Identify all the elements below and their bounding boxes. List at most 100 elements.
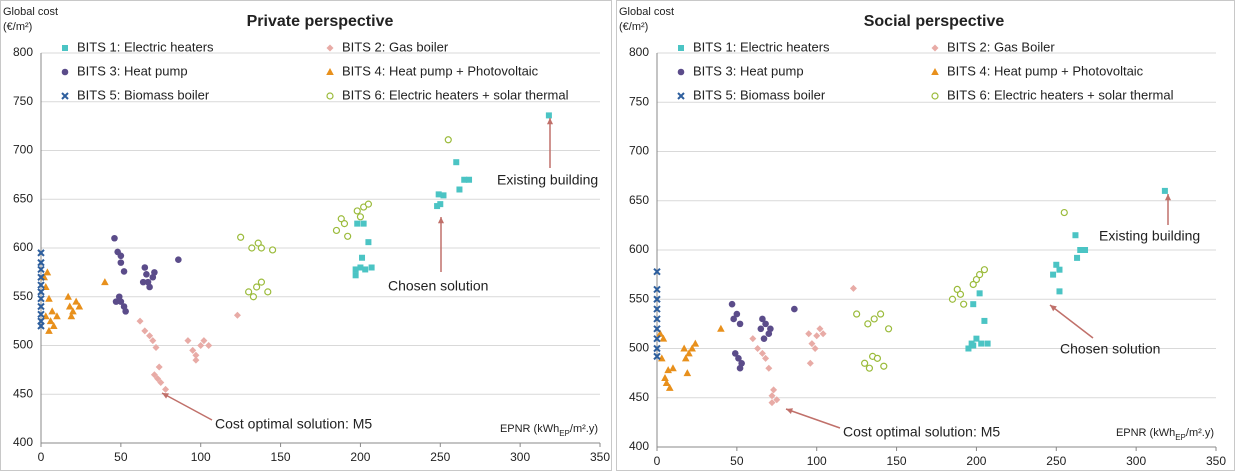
legend-label: BITS 1: Electric heaters	[77, 39, 214, 54]
legend-label: BITS 6: Electric heaters + solar thermal	[342, 87, 569, 102]
point	[1053, 261, 1060, 268]
y-tick-label: 650	[13, 191, 33, 205]
point	[75, 302, 84, 310]
point	[773, 396, 781, 404]
x-axis-label-part: /m².y)	[1186, 427, 1214, 439]
point	[112, 298, 120, 305]
point	[444, 136, 452, 144]
point	[437, 201, 444, 208]
annotation: Existing building	[1099, 228, 1200, 244]
point	[980, 266, 989, 274]
x-axis-label-part: EPNR (kWh	[1116, 427, 1175, 439]
point	[245, 288, 253, 296]
x-tick-label: 200	[966, 454, 986, 468]
point	[731, 350, 739, 357]
legend-marker	[326, 92, 334, 100]
point	[362, 266, 369, 273]
point	[37, 258, 45, 267]
point	[953, 285, 961, 293]
point	[733, 310, 741, 318]
point	[257, 244, 266, 252]
point	[1050, 271, 1057, 278]
y-tick-label: 500	[13, 338, 33, 352]
point	[37, 281, 45, 289]
point	[760, 335, 768, 342]
point	[434, 203, 441, 210]
point	[117, 298, 125, 305]
y-tick-label: 600	[13, 240, 33, 254]
legend-marker	[61, 92, 69, 100]
point	[662, 378, 671, 386]
point	[976, 290, 983, 297]
point	[813, 332, 821, 340]
legend-label: BITS 2: Gas boiler	[342, 39, 449, 54]
point	[973, 335, 980, 342]
point	[155, 363, 163, 371]
point	[368, 264, 375, 271]
point	[48, 307, 56, 315]
y-tick-label: 700	[13, 143, 33, 157]
annotation: Existing building	[497, 172, 598, 188]
point	[1082, 247, 1089, 253]
point	[545, 112, 552, 119]
point	[37, 322, 45, 330]
x-tick-label: 0	[654, 454, 661, 468]
point	[456, 186, 463, 193]
point	[192, 356, 200, 364]
point	[736, 320, 744, 328]
point	[665, 383, 674, 391]
x-tick-label: 0	[38, 450, 45, 464]
y-tick-label: 800	[13, 45, 33, 59]
point	[344, 232, 352, 240]
point	[981, 317, 988, 324]
point	[356, 213, 365, 221]
legend-label: BITS 1: Electric heaters	[693, 39, 830, 54]
y-tick-label: 800	[629, 45, 649, 59]
point	[880, 362, 888, 370]
annotation-arrowhead	[162, 393, 169, 399]
point	[45, 294, 53, 302]
point	[192, 351, 200, 359]
x-tick-label: 300	[510, 450, 530, 464]
legend-marker	[931, 44, 939, 52]
y-tick-label: 400	[629, 439, 649, 453]
y-axis-label: Global cost	[619, 6, 674, 18]
point	[754, 345, 762, 352]
point	[139, 278, 147, 286]
point	[253, 283, 261, 291]
point	[154, 375, 162, 383]
point	[65, 302, 74, 310]
point	[143, 271, 150, 278]
point	[466, 176, 473, 183]
x-axis-label-part: EPNR (kWh	[500, 423, 559, 435]
y-tick-label: 750	[13, 94, 33, 108]
point	[1072, 232, 1079, 239]
point	[352, 266, 359, 273]
chart-title: Private perspective	[247, 13, 394, 30]
y-axis-label: (€/m²)	[619, 21, 648, 33]
point	[759, 315, 766, 323]
point	[340, 220, 349, 228]
legend-marker	[326, 68, 334, 75]
annotation-arrowhead	[1164, 194, 1172, 201]
point	[864, 320, 872, 328]
x-axis-label: EPNR (kWhEP/m².y)	[1116, 427, 1214, 442]
point	[970, 301, 977, 308]
point	[762, 320, 769, 328]
point	[101, 278, 109, 286]
point	[873, 354, 882, 362]
point	[45, 326, 53, 334]
x-tick-label: 150	[271, 450, 291, 464]
point	[1074, 254, 1081, 261]
point	[237, 233, 245, 241]
point	[122, 308, 129, 315]
point	[728, 300, 736, 308]
point	[200, 337, 208, 345]
point	[197, 342, 205, 349]
point	[249, 293, 258, 301]
annotation-arrow	[785, 408, 841, 429]
annotation-arrowhead	[1050, 305, 1057, 312]
point	[861, 359, 869, 367]
point	[865, 364, 874, 372]
